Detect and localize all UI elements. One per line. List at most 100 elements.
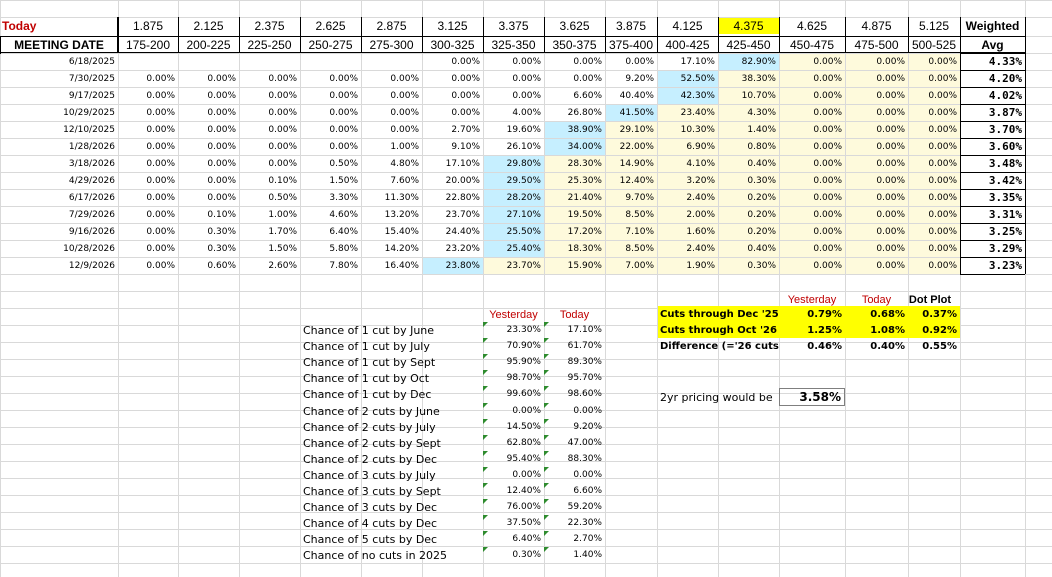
probability-cell[interactable]: 0.20% [747, 209, 776, 220]
chance-today-value[interactable]: 0.00% [544, 467, 605, 483]
probability-cell[interactable]: 0.00% [329, 73, 358, 84]
meeting-date[interactable]: 6/17/2026 [68, 192, 115, 203]
probability-cell[interactable]: 0.00% [390, 90, 419, 101]
probability-cell[interactable]: 0.00% [207, 175, 236, 186]
rate-midpoint-header[interactable]: 3.375 [498, 18, 529, 33]
probability-cell[interactable]: 0.30% [747, 260, 776, 271]
probability-cell[interactable]: 0.00% [207, 73, 236, 84]
probability-cell[interactable]: 0.00% [207, 192, 236, 203]
probability-cell[interactable]: 0.00% [876, 141, 905, 152]
probability-cell[interactable]: 2.40% [686, 243, 715, 254]
chance-today-value[interactable]: 0.00% [544, 403, 605, 419]
rate-midpoint-header[interactable]: 2.125 [193, 18, 224, 33]
probability-cell[interactable]: 0.00% [813, 90, 842, 101]
probability-cell[interactable]: 24.40% [445, 226, 480, 237]
chance-yesterday-value[interactable]: 37.50% [483, 515, 544, 531]
probability-cell[interactable]: 25.40% [506, 243, 541, 254]
probability-cell[interactable]: 0.00% [146, 243, 175, 254]
probability-cell[interactable]: 1.50% [329, 175, 358, 186]
probability-cell[interactable]: 38.30% [741, 73, 776, 84]
probability-cell[interactable]: 0.00% [146, 141, 175, 152]
probability-cell[interactable]: 0.00% [625, 56, 654, 67]
probability-cell[interactable]: 0.00% [813, 192, 842, 203]
probability-cell[interactable]: 0.20% [747, 192, 776, 203]
probability-cell[interactable]: 2.60% [268, 260, 297, 271]
chance-today-value[interactable]: 2.70% [544, 531, 605, 547]
chance-today-value[interactable]: 61.70% [544, 338, 605, 354]
probability-cell[interactable]: 0.00% [928, 124, 957, 135]
chance-yesterday-value[interactable]: 76.00% [483, 499, 544, 515]
probability-cell[interactable]: 17.10% [680, 56, 715, 67]
probability-cell[interactable]: 4.30% [747, 107, 776, 118]
chance-yesterday-value[interactable]: 62.80% [483, 435, 544, 451]
probability-cell[interactable]: 17.20% [567, 226, 602, 237]
probability-cell[interactable]: 0.00% [813, 73, 842, 84]
weighted-avg-cell[interactable]: 3.25% [988, 225, 1022, 238]
rate-range-header[interactable]: 300-325 [430, 37, 475, 52]
weighted-avg-cell[interactable]: 3.87% [988, 106, 1022, 119]
probability-cell[interactable] [361, 53, 422, 70]
probability-cell[interactable]: 0.00% [146, 260, 175, 271]
probability-cell[interactable]: 0.00% [928, 226, 957, 237]
probability-cell[interactable]: 0.00% [268, 107, 297, 118]
rate-range-header[interactable]: 375-400 [608, 37, 654, 52]
probability-cell[interactable]: 0.00% [813, 56, 842, 67]
probability-cell[interactable]: 15.90% [567, 260, 602, 271]
meeting-date[interactable]: 7/29/2026 [68, 209, 115, 220]
probability-cell[interactable]: 0.00% [813, 175, 842, 186]
probability-cell[interactable]: 0.40% [747, 158, 776, 169]
chance-yesterday-value[interactable]: 95.90% [483, 354, 544, 370]
chance-yesterday-value[interactable]: 0.00% [483, 467, 544, 483]
chance-today-value[interactable]: 89.30% [544, 354, 605, 370]
probability-cell[interactable]: 1.70% [268, 226, 297, 237]
meeting-date[interactable]: 7/30/2025 [68, 73, 115, 84]
probability-cell[interactable]: 4.80% [390, 158, 419, 169]
probability-cell[interactable]: 0.00% [329, 141, 358, 152]
probability-cell[interactable]: 0.00% [268, 124, 297, 135]
chance-yesterday-value[interactable]: 23.30% [483, 322, 544, 338]
probability-cell[interactable]: 0.60% [207, 260, 236, 271]
probability-cell[interactable]: 0.30% [207, 226, 236, 237]
chance-today-value[interactable]: 47.00% [544, 435, 605, 451]
probability-cell[interactable]: 0.00% [390, 73, 419, 84]
two-year-value[interactable]: 3.58% [779, 388, 845, 406]
probability-cell[interactable]: 25.30% [567, 175, 602, 186]
probability-cell[interactable]: 0.40% [747, 243, 776, 254]
probability-cell[interactable]: 0.00% [876, 243, 905, 254]
probability-cell[interactable]: 82.90% [741, 56, 776, 67]
probability-cell[interactable]: 0.50% [329, 158, 358, 169]
probability-cell[interactable]: 4.10% [686, 158, 715, 169]
probability-cell[interactable]: 0.00% [146, 107, 175, 118]
probability-cell[interactable]: 0.00% [268, 158, 297, 169]
meeting-date[interactable]: 6/18/2025 [68, 56, 115, 67]
rate-range-header[interactable]: 350-375 [552, 37, 597, 52]
probability-cell[interactable]: 1.00% [268, 209, 297, 220]
probability-cell[interactable]: 0.00% [146, 90, 175, 101]
rate-range-header[interactable]: 175-200 [125, 37, 171, 52]
probability-cell[interactable]: 0.00% [876, 107, 905, 118]
probability-cell[interactable]: 9.70% [625, 192, 654, 203]
probability-cell[interactable]: 0.00% [876, 192, 905, 203]
probability-cell[interactable]: 23.80% [445, 260, 480, 271]
probability-cell[interactable]: 0.30% [747, 175, 776, 186]
chance-yesterday-value[interactable]: 95.40% [483, 451, 544, 467]
probability-cell[interactable]: 0.00% [813, 243, 842, 254]
probability-cell[interactable]: 10.30% [680, 124, 715, 135]
weighted-avg-cell[interactable]: 3.70% [988, 123, 1022, 136]
meeting-date[interactable]: 12/10/2025 [63, 124, 115, 135]
meeting-date[interactable]: 10/28/2026 [63, 243, 115, 254]
chance-today-value[interactable]: 9.20% [544, 419, 605, 435]
probability-cell[interactable]: 0.00% [813, 107, 842, 118]
rate-range-header[interactable]: 425-450 [726, 37, 771, 52]
probability-cell[interactable]: 20.00% [445, 175, 480, 186]
probability-cell[interactable]: 4.60% [329, 209, 358, 220]
probability-cell[interactable] [239, 53, 300, 70]
rate-midpoint-header[interactable]: 3.875 [615, 18, 647, 33]
probability-cell[interactable]: 5.80% [329, 243, 358, 254]
probability-cell[interactable]: 0.00% [813, 124, 842, 135]
probability-cell[interactable]: 0.00% [573, 56, 602, 67]
probability-cell[interactable]: 0.00% [813, 209, 842, 220]
chance-today-value[interactable]: 88.30% [544, 451, 605, 467]
probability-cell[interactable]: 0.00% [928, 243, 957, 254]
probability-cell[interactable]: 1.90% [686, 260, 715, 271]
